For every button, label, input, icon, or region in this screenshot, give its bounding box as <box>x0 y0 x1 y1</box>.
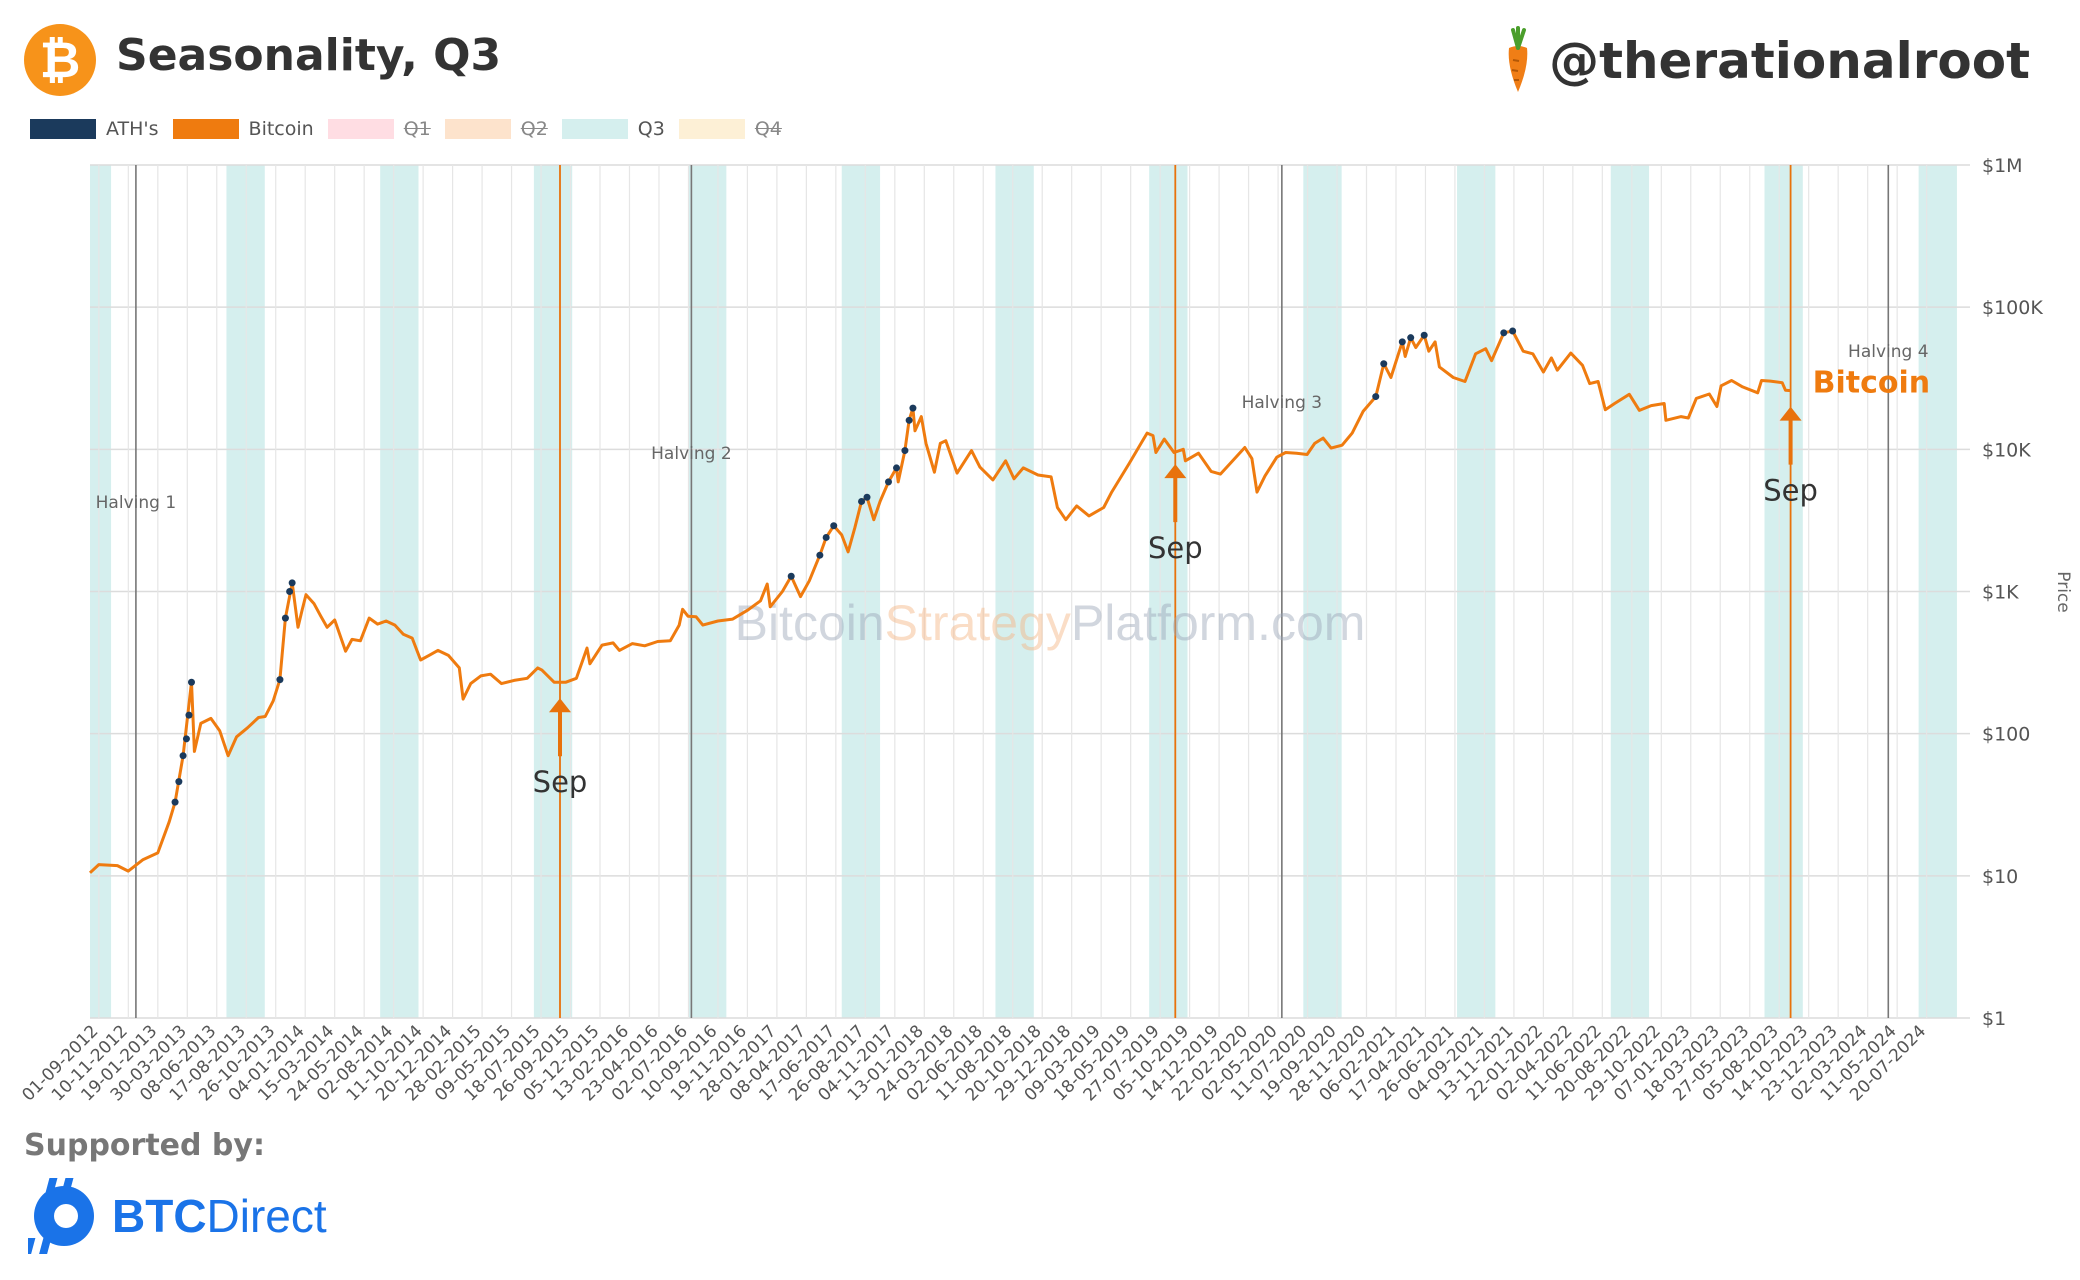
ath-point <box>1407 334 1415 342</box>
x-axis: 01-09-201210-11-201219-01-201330-03-2013… <box>18 1021 1930 1105</box>
ath-point <box>288 579 296 587</box>
legend-label: ATH's <box>106 118 159 140</box>
legend-label: Q1 <box>403 118 431 140</box>
ath-layer <box>171 327 1517 806</box>
author-handle-text: @therationalroot <box>1549 32 2030 90</box>
ath-point <box>822 533 830 541</box>
legend-label: Q4 <box>754 118 782 140</box>
ath-point <box>892 464 900 472</box>
y-tick-label: $100K <box>1982 297 2043 319</box>
september-lines <box>559 165 1792 1018</box>
series-end-label: Bitcoin <box>1813 366 1931 401</box>
legend-swatch <box>172 119 239 139</box>
ath-point <box>787 572 795 580</box>
ath-point <box>175 778 183 786</box>
legend-swatch <box>678 119 745 139</box>
sponsor-name: BTCDirect <box>112 1190 327 1242</box>
september-arrowhead <box>1779 406 1802 421</box>
supported-by-label: Supported by: <box>24 1128 265 1163</box>
ath-point <box>179 752 187 760</box>
legend: ATH's Bitcoin Q1 Q2 Q3 Q4 <box>30 117 796 141</box>
legend-item-q1[interactable]: Q1 <box>327 118 431 140</box>
ath-point <box>863 493 871 501</box>
author-handle: @therationalroot <box>1501 26 2030 96</box>
chart-title: Seasonality, Q3 <box>116 30 502 81</box>
y-tick-label: $1M <box>1982 155 2023 177</box>
ath-point <box>182 735 190 743</box>
september-label: Sep <box>1763 474 1818 508</box>
y-tick-label: $1 <box>1982 1008 2006 1030</box>
y-axis-label: Price <box>2053 571 2073 612</box>
halving-label: Halving 4 <box>1848 342 1929 362</box>
y-tick-label: $1K <box>1982 582 2019 604</box>
ath-point <box>276 676 284 684</box>
september-label: Sep <box>533 765 588 799</box>
halving-label: Halving 2 <box>651 444 732 464</box>
legend-item-q2[interactable]: Q2 <box>444 118 548 140</box>
btc-direct-icon <box>28 1178 94 1254</box>
ath-point <box>830 522 838 530</box>
legend-item-q3[interactable]: Q3 <box>561 118 665 140</box>
legend-label: Q2 <box>520 118 548 140</box>
legend-item-ath-s[interactable]: ATH's <box>30 118 159 140</box>
ath-point <box>185 711 193 719</box>
annotations: Sep Sep Sep Bitcoin <box>533 366 1930 800</box>
y-tick-label: $100 <box>1982 724 2030 746</box>
y-tick-label: $10 <box>1982 866 2018 888</box>
grid-lines <box>90 164 1970 1019</box>
legend-swatch <box>30 119 96 139</box>
price-chart: Halving 1 Halving 2 Halving 3 Halving 4 Bit… <box>18 155 2073 1105</box>
ath-point <box>901 447 909 455</box>
y-tick-label: $10K <box>1982 439 2031 461</box>
sponsor-logo[interactable]: BTCDirect <box>28 1176 327 1256</box>
september-arrowhead <box>1164 464 1187 479</box>
legend-label: Q3 <box>637 118 665 140</box>
ath-point <box>281 614 289 622</box>
ath-point <box>187 678 195 686</box>
legend-item-q4[interactable]: Q4 <box>678 118 782 140</box>
ath-point <box>1380 360 1388 368</box>
y-axis: $1 $10 $100 $1K $10K $100K $1M <box>1982 155 2043 1030</box>
ath-point <box>858 497 866 505</box>
ath-point <box>905 416 913 424</box>
watermark: BitcoinStrategyPlatform.com <box>735 595 1366 651</box>
september-arrowhead <box>549 698 571 713</box>
ath-point <box>1398 338 1406 346</box>
halving-label: Halving 3 <box>1242 393 1323 413</box>
ath-point <box>171 798 179 806</box>
september-label: Sep <box>1148 531 1203 565</box>
legend-swatch <box>561 119 628 139</box>
header: ₿ Seasonality, Q3 @therationalroot ATH's… <box>0 0 2080 160</box>
carrot-icon <box>1508 26 1528 92</box>
ath-point <box>1420 331 1428 339</box>
ath-point <box>1509 327 1517 335</box>
legend-swatch <box>444 119 511 139</box>
halving-label: Halving 1 <box>96 493 177 513</box>
ath-point <box>816 551 824 559</box>
legend-item-bitcoin[interactable]: Bitcoin <box>172 118 314 140</box>
legend-label: Bitcoin <box>248 118 314 140</box>
ath-point <box>1372 393 1380 401</box>
ath-point <box>909 404 917 412</box>
ath-point <box>286 588 294 595</box>
legend-swatch <box>327 119 394 139</box>
halving-lines: Halving 1 Halving 2 Halving 3 Halving 4 <box>96 165 1929 1018</box>
bitcoin-logo-icon: ₿ <box>24 24 96 96</box>
ath-point <box>1500 329 1508 337</box>
ath-point <box>884 478 892 486</box>
